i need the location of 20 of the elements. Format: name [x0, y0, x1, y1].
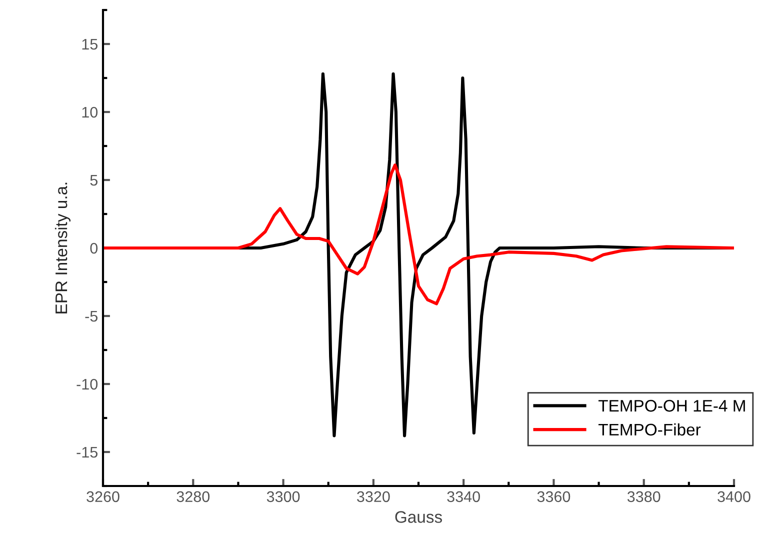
x-tick-label: 3400	[718, 491, 750, 502]
y-tick-label: -5	[85, 311, 98, 322]
y-axis-title: EPR Intensity u.a.	[54, 182, 71, 314]
x-tick-label: 3360	[537, 491, 570, 502]
x-axis-title: Gauss	[395, 511, 442, 523]
line-series	[103, 164, 734, 306]
legend-label: TEMPO-OH 1E-4 M	[598, 400, 745, 412]
y-tick-label: 15	[82, 39, 98, 50]
y-tick-label: 5	[90, 175, 98, 186]
legend-label: TEMPO-Fiber	[598, 423, 701, 436]
y-tick-label: -10	[76, 378, 98, 390]
x-tick-label: 3320	[357, 491, 390, 502]
y-tick-label: 10	[82, 106, 98, 118]
x-tick-label: 3280	[176, 491, 210, 502]
x-tick-label: 3380	[627, 491, 660, 502]
y-tick-label: -15	[76, 447, 98, 458]
x-tick-label: 3300	[266, 491, 300, 502]
y-tick-label: 0	[90, 242, 98, 254]
x-tick-label: 3260	[86, 491, 120, 502]
x-tick-label: 3340	[447, 491, 480, 502]
